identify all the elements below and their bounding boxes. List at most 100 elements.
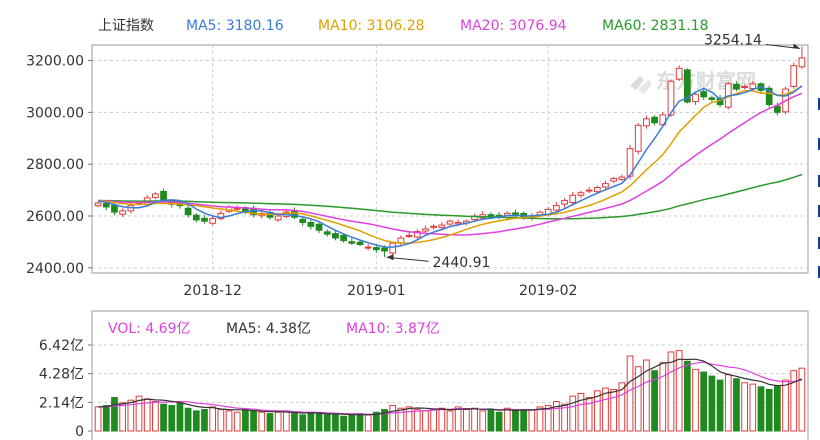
volume-y-tick-label: 6.42亿 — [39, 338, 84, 354]
volume-bar — [225, 410, 233, 432]
candle-body — [119, 210, 127, 215]
candle-body — [683, 69, 691, 103]
candle-body — [569, 194, 577, 204]
edge-marker — [818, 266, 820, 278]
volume-bar — [544, 405, 552, 432]
candle-body — [307, 221, 315, 227]
candle-body — [733, 83, 740, 90]
volume-bar — [765, 388, 773, 432]
candle-body — [798, 57, 806, 68]
candle-body — [610, 177, 618, 182]
volume-bar — [381, 409, 388, 432]
volume-bar — [356, 413, 364, 432]
candle-body — [340, 234, 347, 242]
candle-body — [389, 242, 397, 254]
volume-bar — [299, 414, 307, 432]
candle-body — [152, 193, 159, 198]
price-x-axis: 2018-12 2019-01 2019-02 — [183, 283, 577, 299]
volume-bar — [593, 390, 601, 432]
volume-bar — [536, 406, 544, 432]
candle-body — [364, 246, 372, 249]
candle-body — [700, 91, 708, 98]
candle-body — [315, 223, 323, 231]
volume-bar — [397, 407, 405, 432]
candle-body — [765, 87, 773, 106]
price-x-tick-label: 2019-02 — [519, 283, 578, 299]
candle-body — [233, 207, 241, 210]
volume-bar — [176, 402, 184, 432]
annotation-arrowhead — [386, 254, 394, 261]
candle-body — [209, 218, 217, 224]
candle-body — [102, 203, 110, 208]
volume-bar — [651, 370, 658, 432]
volume-bar — [340, 415, 347, 432]
volume-bar — [495, 411, 503, 432]
price-panel: 3200.00 3000.00 2800.00 2600.00 2400.00 2018… — [26, 18, 809, 299]
volume-ma-lines — [98, 358, 803, 416]
candle-body — [372, 247, 380, 251]
volume-bar — [528, 409, 536, 432]
volume-bar — [209, 406, 217, 432]
candle-body — [332, 233, 339, 239]
volume-bar — [561, 403, 568, 432]
volume-bar — [291, 413, 298, 432]
volume-bar — [782, 379, 789, 432]
price-x-tick-label: 2019-01 — [347, 283, 406, 299]
volume-bar — [520, 409, 528, 432]
candle-body — [381, 247, 388, 252]
candle-body — [593, 187, 601, 193]
volume-panel: 6.42亿 4.28亿 2.14亿 0 VOL: 4.69亿 MA5: 4.38亿 M… — [39, 310, 809, 440]
volume-bar — [274, 411, 282, 432]
price-x-tick-label: 2018-12 — [183, 283, 242, 299]
candle-body — [323, 231, 331, 235]
volume-bar — [446, 410, 454, 432]
candle-body — [708, 97, 716, 100]
volume-bar — [716, 379, 724, 432]
legend-ma20: MA20: 3076.94 — [460, 18, 567, 34]
candle-body — [192, 214, 200, 221]
volume-bar — [798, 367, 806, 432]
high-annotation-label: 3254.14 — [704, 33, 762, 49]
volume-bar — [512, 410, 519, 432]
legend-ma10: MA10: 3106.28 — [318, 18, 425, 34]
volume-bar — [217, 409, 225, 432]
volume-bar — [700, 371, 708, 432]
volume-bar — [168, 405, 176, 432]
edge-marker — [818, 205, 820, 217]
candle-body — [446, 220, 454, 225]
volume-bar — [364, 414, 372, 432]
ma10-line — [98, 85, 803, 244]
candle-body — [618, 176, 626, 180]
price-y-axis: 3200.00 3000.00 2800.00 2600.00 2400.00 — [26, 54, 92, 277]
volume-bar — [192, 410, 200, 432]
candle-body — [741, 85, 748, 88]
volume-bar — [463, 409, 470, 432]
candle-body — [790, 65, 798, 87]
candle-body — [201, 217, 208, 222]
volume-bar — [160, 403, 167, 432]
volume-bar — [430, 409, 437, 432]
edge-marker — [818, 175, 820, 187]
volume-bars — [94, 350, 806, 432]
candle-body — [667, 80, 675, 116]
volume-bar — [708, 375, 716, 432]
volume-bar — [266, 413, 274, 432]
volume-bar — [479, 410, 487, 432]
volume-bar — [553, 401, 560, 432]
volume-bar — [626, 355, 634, 432]
ma5-line — [97, 85, 803, 248]
price-y-tick-label: 3200.00 — [26, 54, 84, 70]
volume-bar — [372, 411, 380, 432]
volume-bar — [102, 405, 110, 432]
price-y-tick-label: 2600.00 — [26, 209, 84, 225]
volume-bar — [323, 414, 331, 432]
volume-bar — [577, 392, 585, 432]
volume-bar — [618, 382, 626, 432]
volume-bar — [585, 397, 593, 432]
candle-body — [553, 205, 560, 211]
edge-marker — [818, 237, 820, 249]
volume-bar — [569, 395, 577, 432]
volume-bar — [438, 407, 446, 432]
volume-bar — [348, 414, 356, 432]
